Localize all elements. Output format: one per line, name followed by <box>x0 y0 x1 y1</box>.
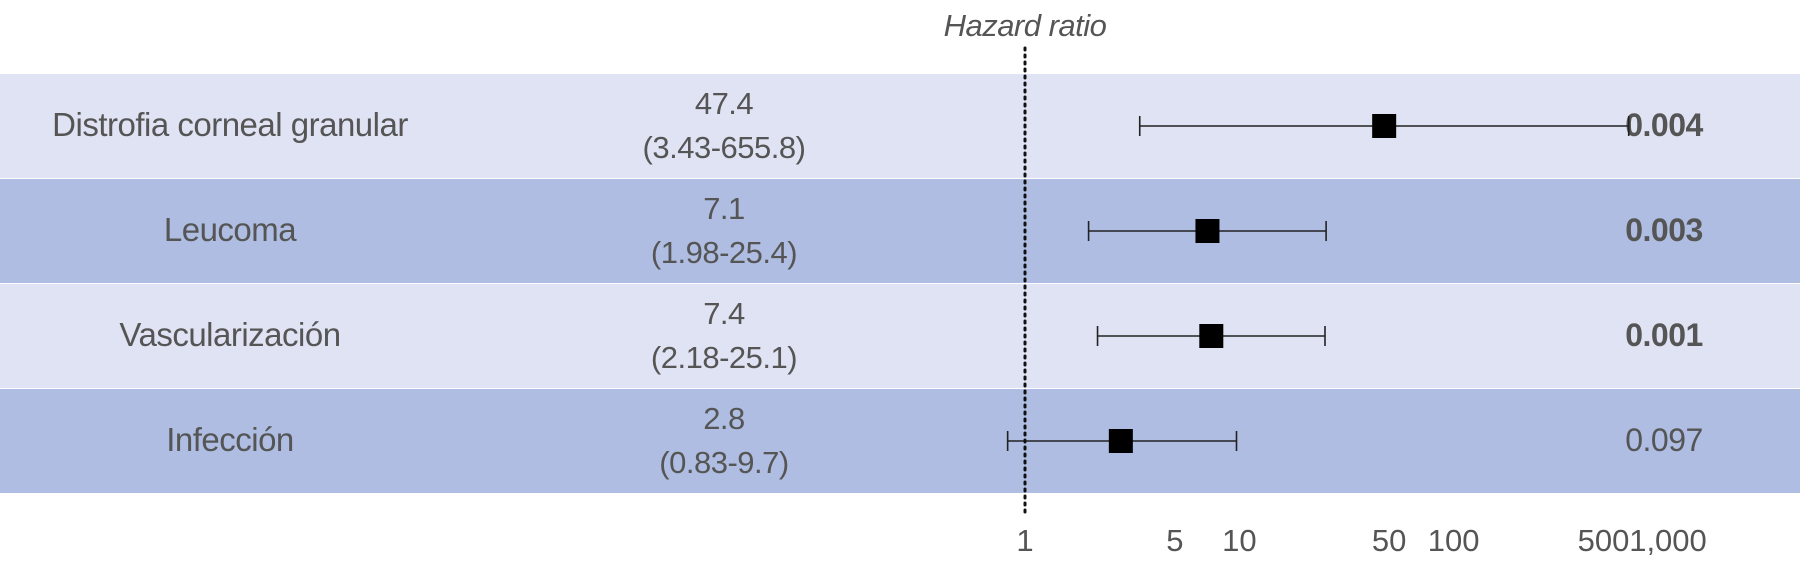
hazard-ratio-marker <box>1199 324 1224 348</box>
hazard-ratio-marker <box>1108 429 1133 453</box>
p-value: 0.004 <box>1625 107 1703 143</box>
x-tick-label: 5 <box>1166 523 1183 558</box>
x-tick-label: 1 <box>1016 523 1033 558</box>
forest-row: Infección 2.8 (0.83-9.7) 0.097 <box>0 389 1800 493</box>
confidence-interval-text: (3.43-655.8) <box>642 130 806 165</box>
hazard-ratio-value: 7.1 (1.98-25.4) <box>594 187 854 275</box>
x-tick-label: 100 <box>1428 523 1480 558</box>
row-label: Vascularización <box>119 316 341 353</box>
hazard-ratio-estimate: 47.4 <box>694 86 754 121</box>
p-value: 0.097 <box>1625 422 1703 458</box>
hazard-ratio-estimate: 7.4 <box>703 296 745 331</box>
ci-error-bar <box>1096 324 1326 348</box>
x-tick-label: 1,000 <box>1629 523 1707 558</box>
p-value: 0.003 <box>1625 212 1703 248</box>
ci-error-bar <box>1138 114 1630 138</box>
row-label: Distrofia corneal granular <box>52 106 408 143</box>
ci-error-bar <box>1006 429 1238 453</box>
x-tick-label: 500 <box>1578 523 1630 558</box>
row-label: Infección <box>166 421 294 458</box>
forest-row: Leucoma 7.1 (1.98-25.4) 0.003 <box>0 179 1800 283</box>
chart-title: Hazard ratio <box>943 8 1107 43</box>
hazard-ratio-marker <box>1195 219 1220 243</box>
confidence-interval-text: (2.18-25.1) <box>650 340 798 375</box>
confidence-interval-text: (1.98-25.4) <box>650 235 798 270</box>
forest-row: Vascularización 7.4 (2.18-25.1) 0.001 <box>0 284 1800 388</box>
hazard-ratio-estimate: 7.1 <box>703 191 745 226</box>
confidence-interval-text: (0.83-9.7) <box>659 445 789 480</box>
row-label: Leucoma <box>163 211 297 248</box>
x-tick-label: 50 <box>1372 523 1406 558</box>
ci-error-bar <box>1087 219 1327 243</box>
hazard-ratio-marker <box>1372 114 1397 138</box>
hazard-ratio-estimate: 2.8 <box>703 401 745 436</box>
hazard-ratio-value: 7.4 (2.18-25.1) <box>594 292 854 380</box>
hazard-ratio-value: 47.4 (3.43-655.8) <box>594 82 854 170</box>
hazard-ratio-value: 2.8 (0.83-9.7) <box>594 397 854 485</box>
x-tick-label: 10 <box>1222 523 1256 558</box>
p-value: 0.001 <box>1625 317 1703 353</box>
